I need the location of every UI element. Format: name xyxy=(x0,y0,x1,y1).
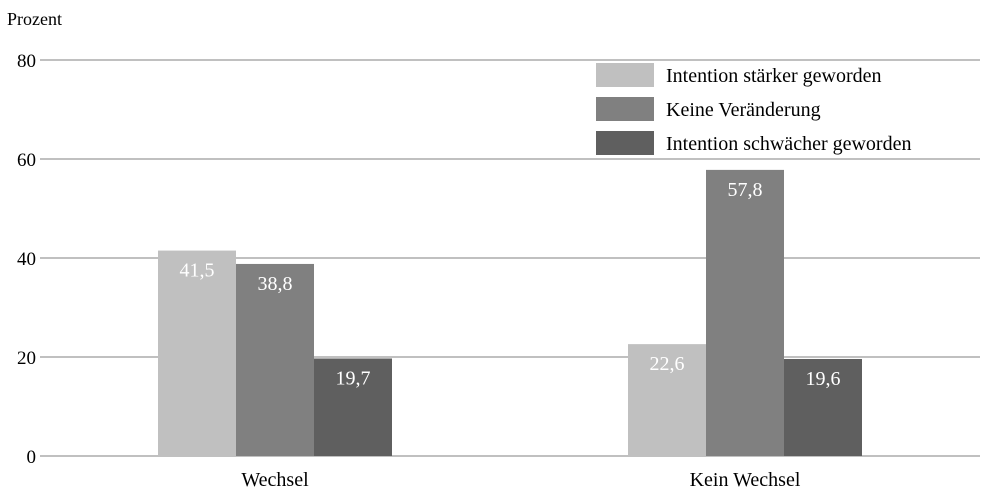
bar xyxy=(706,169,784,456)
data-label: 19,7 xyxy=(336,367,371,389)
legend: Intention stärker geworden Keine Veränder… xyxy=(596,63,911,155)
bar xyxy=(628,344,706,456)
y-tick-label: 40 xyxy=(17,249,36,270)
legend-label: Intention schwächer geworden xyxy=(666,133,911,155)
bar xyxy=(314,358,392,456)
y-tick-label: 80 xyxy=(17,51,36,72)
legend-swatch xyxy=(596,131,654,155)
x-category-label: Wechsel xyxy=(241,469,309,491)
y-tick-label: 20 xyxy=(17,348,36,369)
bar-series xyxy=(158,169,862,456)
x-category-label: Kein Wechsel xyxy=(690,469,801,491)
data-label: 22,6 xyxy=(650,353,685,375)
y-tick-labels: 0 20 40 60 80 xyxy=(17,51,36,468)
data-label: 57,8 xyxy=(728,179,763,201)
legend-label: Intention stärker geworden xyxy=(666,65,881,87)
y-tick-label: 60 xyxy=(17,150,36,171)
x-category-labels: Wechsel Kein Wechsel xyxy=(241,469,800,491)
y-axis-label: Prozent xyxy=(7,9,62,29)
data-label: 19,6 xyxy=(806,368,841,390)
data-label: 38,8 xyxy=(258,273,293,295)
bar xyxy=(236,263,314,456)
bar xyxy=(158,250,236,456)
bar xyxy=(784,358,862,456)
legend-label: Keine Veränderung xyxy=(666,99,821,121)
data-label: 41,5 xyxy=(180,260,215,282)
data-labels: 41,5 38,8 19,7 22,6 57,8 19,6 xyxy=(180,179,841,390)
legend-swatch xyxy=(596,97,654,121)
legend-swatch xyxy=(596,63,654,87)
y-tick-label: 0 xyxy=(27,447,37,468)
